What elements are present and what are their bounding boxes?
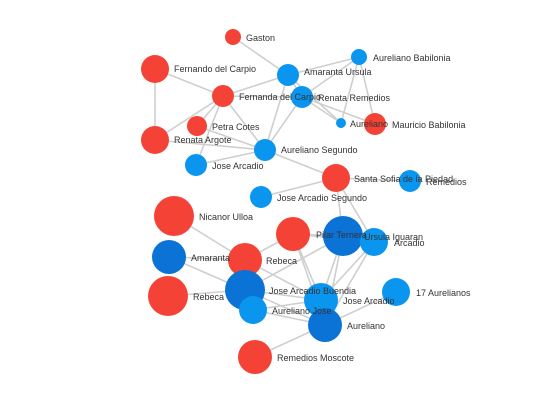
node-label-jose-arcadio-segundo: Jose Arcadio Segundo — [277, 193, 367, 203]
node-label-amaranta: Amaranta — [191, 253, 230, 263]
node-pilar-ternera[interactable] — [276, 217, 310, 251]
node-fernando-del-carpio[interactable] — [141, 55, 169, 83]
node-label-renata-argote: Renata Argote — [174, 135, 232, 145]
node-label-remedios: Remedios — [426, 177, 467, 187]
node-amaranta[interactable] — [152, 240, 186, 274]
node-label-amaranta-ursula: Amaranta Ursula — [304, 67, 372, 77]
node-label-jose-arcadio-2: Jose Arcadio — [343, 296, 395, 306]
node-jose-arcadio-segundo[interactable] — [250, 186, 272, 208]
node-label-gaston: Gaston — [246, 33, 275, 43]
node-nicanor-ulloa[interactable] — [154, 196, 194, 236]
node-label-petra-cotes: Petra Cotes — [212, 122, 260, 132]
node-jose-arcadio[interactable] — [185, 154, 207, 176]
node-label-aureliano: Aureliano — [347, 321, 385, 331]
node-label-remedios-moscote: Remedios Moscote — [277, 353, 354, 363]
node-label-pilar-ternera: Pilar Ternera — [316, 230, 367, 240]
node-label-mauricio-babilonia: Mauricio Babilonia — [392, 120, 466, 130]
node-label-rebeca-2: Rebeca — [193, 292, 224, 302]
node-aureliano-babilonia[interactable] — [351, 49, 367, 65]
node-label-jose-arcadio-buendia: Jose Arcadio Buendia — [269, 286, 356, 296]
node-santa-sofia[interactable] — [322, 164, 350, 192]
node-petra-cotes[interactable] — [187, 116, 207, 136]
node-rebeca-2[interactable] — [148, 276, 188, 316]
node-label-renata-remedios: Renata Remedios — [318, 93, 391, 103]
node-aureliano-segundo[interactable] — [254, 139, 276, 161]
node-label-aureliano-jose: Aureliano Jose — [272, 306, 332, 316]
node-label-fernando-del-carpio: Fernando del Carpio — [174, 64, 256, 74]
edge-amaranta_ursula-aureliano_segundo — [265, 75, 288, 150]
node-remedios-moscote[interactable] — [238, 340, 272, 374]
node-label-jose-arcadio: Jose Arcadio — [212, 161, 264, 171]
node-label-aureliano-segundo: Aureliano Segundo — [281, 145, 358, 155]
node-label-aureliano-babilonia: Aureliano Babilonia — [373, 53, 451, 63]
node-label-arcadio: Arcadio — [394, 238, 425, 248]
node-aureliano-small[interactable] — [336, 118, 346, 128]
node-amaranta-ursula[interactable] — [277, 64, 299, 86]
node-fernanda-del-carpio[interactable] — [212, 85, 234, 107]
node-label-fernanda-del-carpio: Fernanda del Carpio — [239, 92, 321, 102]
node-renata-argote[interactable] — [141, 126, 169, 154]
node-label-17-aurelianos: 17 Aurelianos — [416, 288, 471, 298]
node-aureliano-jose[interactable] — [239, 296, 267, 324]
node-label-rebeca-1: Rebeca — [266, 256, 297, 266]
node-label-nicanor-ulloa: Nicanor Ulloa — [199, 212, 253, 222]
node-gaston[interactable] — [225, 29, 241, 45]
node-label-aureliano-small: Aureliano — [350, 119, 388, 129]
